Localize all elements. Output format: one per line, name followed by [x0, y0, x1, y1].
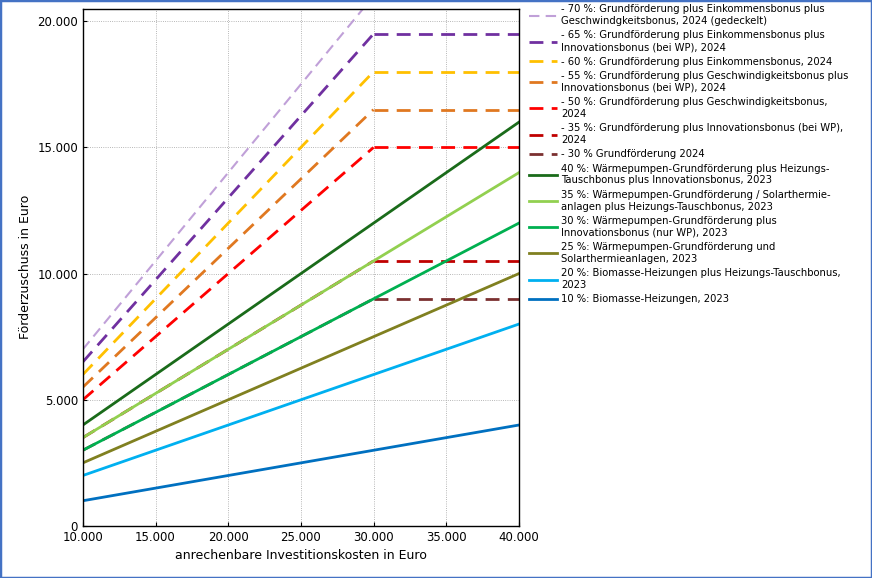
- Legend: - 70 %: Grundförderung plus Einkommensbonus plus
Geschwindgkeitsbonus, 2024 (ged: - 70 %: Grundförderung plus Einkommensbo…: [528, 3, 849, 305]
- X-axis label: anrechenbare Investitionskosten in Euro: anrechenbare Investitionskosten in Euro: [175, 550, 426, 562]
- Y-axis label: Förderzuschuss in Euro: Förderzuschuss in Euro: [18, 195, 31, 339]
